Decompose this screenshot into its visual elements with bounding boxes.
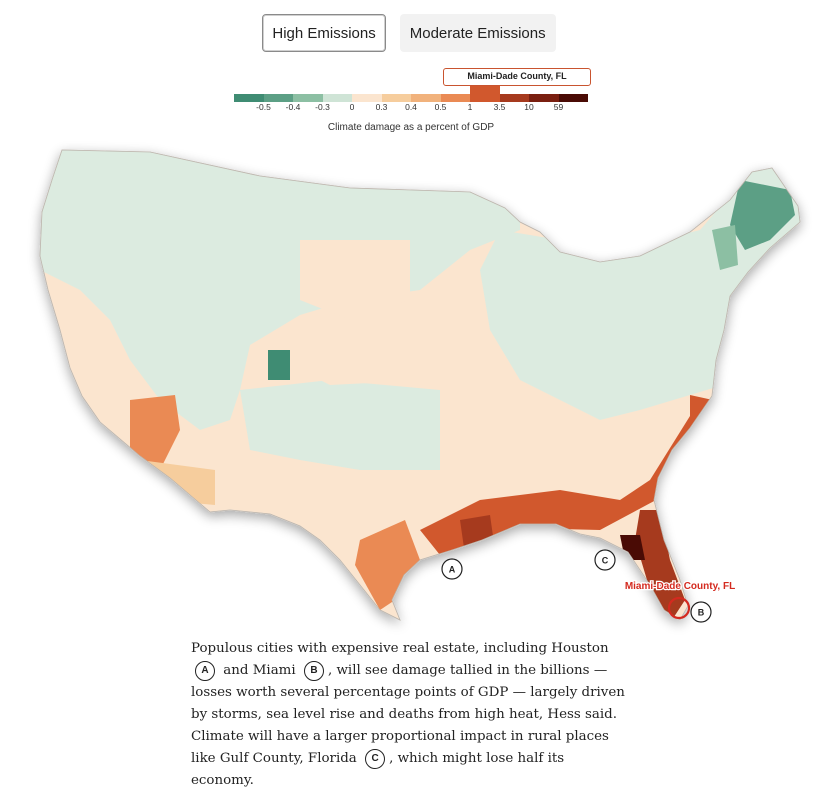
marker-a-label: A: [449, 565, 456, 575]
marker-b-circle: [690, 601, 712, 623]
high-emissions-button[interactable]: High Emissions: [262, 14, 386, 52]
legend-swatch: [381, 94, 411, 102]
marker-c-label: C: [602, 556, 609, 566]
marker-a[interactable]: A: [441, 558, 463, 580]
miami-dade-highlight-ring: [667, 596, 691, 620]
legend-swatch: [529, 94, 559, 102]
region-northern-plains: [300, 240, 410, 320]
legend-bar: [234, 86, 588, 102]
legend-caption: Climate damage as a percent of GDP: [327, 122, 495, 133]
legend-tick-label: -0.5: [256, 102, 271, 112]
region-vermont: [712, 225, 738, 270]
paragraph-text-3: , will see damage tallied in the billion…: [191, 663, 625, 766]
moderate-emissions-button[interactable]: Moderate Emissions: [399, 14, 556, 52]
region-plains-cool: [240, 380, 440, 470]
legend-swatch: [440, 94, 470, 102]
legend-swatch: [558, 94, 588, 102]
us-county-map: A C Miami-Dade County, FL B: [39, 149, 801, 623]
legend-callout: Miami-Dade County, FL: [443, 68, 591, 86]
marker-a-circle: [441, 558, 463, 580]
legend-swatch: [499, 94, 529, 102]
legend-swatch: [263, 94, 293, 102]
legend-swatch: [322, 94, 352, 102]
legend-ticks: -0.5 -0.4 -0.3 0 0.3 0.4 0.5 1 3.5 10 59: [234, 102, 588, 114]
marker-b[interactable]: B: [690, 601, 712, 623]
paragraph-text-1: Populous cities with expensive real esta…: [191, 641, 609, 656]
miami-dade-highlight-label: Miami-Dade County, FL: [625, 581, 735, 592]
legend-swatch: [470, 86, 500, 102]
inline-marker-c[interactable]: C: [365, 748, 386, 769]
legend-swatch: [293, 94, 323, 102]
region-southwest-orange: [130, 395, 180, 470]
legend-swatch: [234, 94, 264, 102]
legend-tick-label: 0: [349, 102, 355, 112]
emissions-toggle-bar: High Emissions Moderate Emissions: [0, 14, 818, 52]
region-colorado-green: [268, 350, 290, 380]
paragraph-text-2: and Miami: [223, 663, 296, 678]
legend-swatch: [411, 94, 441, 102]
region-northwest-cool: [40, 150, 520, 430]
legend-tick-label: 1: [467, 102, 473, 112]
legend-tick-label: 0.5: [434, 102, 447, 112]
legend-tick-label: 0.4: [405, 102, 417, 112]
paragraph-text-4: , which might lose half its economy.: [191, 751, 565, 788]
legend-tick-label: 59: [553, 102, 564, 112]
legend-tick-label: 10: [524, 102, 534, 112]
article-paragraph: Populous cities with expensive real esta…: [191, 638, 631, 792]
region-florida: [635, 510, 685, 620]
legend-tick-label: -0.4: [285, 102, 301, 112]
marker-c[interactable]: C: [594, 549, 616, 571]
legend-tick-label: 3.5: [493, 102, 506, 112]
legend-tick-label: 0.3: [375, 102, 388, 112]
marker-b-label: B: [698, 608, 705, 618]
region-south-texas: [355, 520, 420, 610]
legend-swatch: [352, 94, 382, 102]
inline-marker-a[interactable]: A: [195, 660, 215, 681]
damage-regions: [40, 150, 800, 620]
legend-tick-label: -0.3: [315, 102, 330, 112]
region-north-carolina-coast: [690, 395, 722, 440]
region-maine: [730, 180, 795, 250]
marker-c-circle: [594, 549, 616, 571]
region-gulf-coast: [420, 400, 720, 555]
region-louisiana-dark: [460, 515, 495, 555]
inline-marker-b[interactable]: B: [303, 660, 324, 681]
region-central-plains: [300, 320, 430, 385]
